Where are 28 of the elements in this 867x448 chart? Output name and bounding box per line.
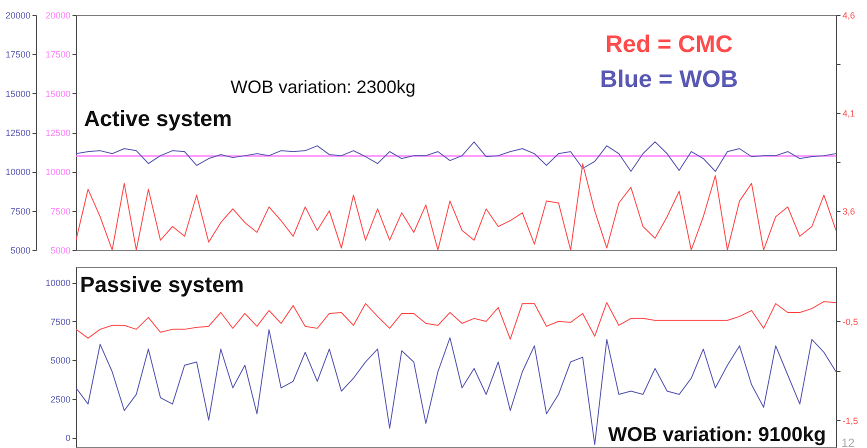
y-tick-label: 15000 xyxy=(5,88,30,99)
y-tick-label: 5000 xyxy=(10,246,30,256)
y3-tick-label: 3,6 xyxy=(842,206,856,216)
y-tick-label: 17500 xyxy=(5,50,30,60)
y-tick-label: 20000 xyxy=(5,10,30,20)
y-tick-label: 2500 xyxy=(50,394,70,404)
text: 12 xyxy=(841,436,855,448)
y-tick-label: 12500 xyxy=(5,128,30,138)
line-series xyxy=(76,301,836,340)
annotation: Red = CMC xyxy=(605,31,733,58)
line-series xyxy=(76,163,836,250)
annotation: Passive system xyxy=(80,272,244,297)
line-series xyxy=(76,141,836,172)
y3-tick-label: 4,6 xyxy=(842,10,856,20)
y-tick-label: 10000 xyxy=(45,278,70,288)
y-tick-label: 10000 xyxy=(5,167,30,178)
y3-tick-label: 4,1 xyxy=(842,108,856,118)
annotation: Active system xyxy=(84,106,232,131)
annotation: Blue = WOB xyxy=(600,66,738,93)
y2-tick-label: -1,5 xyxy=(842,416,858,426)
annotation: WOB variation: 9100kg xyxy=(608,424,826,446)
y-tick-label: 7500 xyxy=(50,316,70,327)
y-tick-label: 0 xyxy=(65,433,70,444)
y2-tick-label: -0,5 xyxy=(842,316,858,327)
annotation: WOB variation: 2300kg xyxy=(230,77,416,97)
line-series xyxy=(76,329,836,446)
y-tick-label: 5000 xyxy=(50,356,70,366)
y-tick-label: 7500 xyxy=(10,206,30,216)
